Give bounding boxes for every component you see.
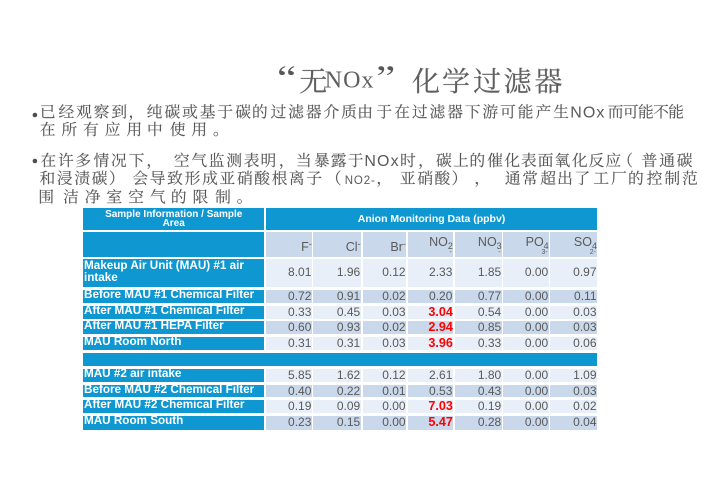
svg-text:NOx: NOx [364, 153, 399, 170]
svg-text:NOx: NOx [570, 104, 605, 121]
svg-text:NO2-: NO2- [345, 175, 376, 187]
svg-text:NOx: NOx [325, 67, 375, 93]
